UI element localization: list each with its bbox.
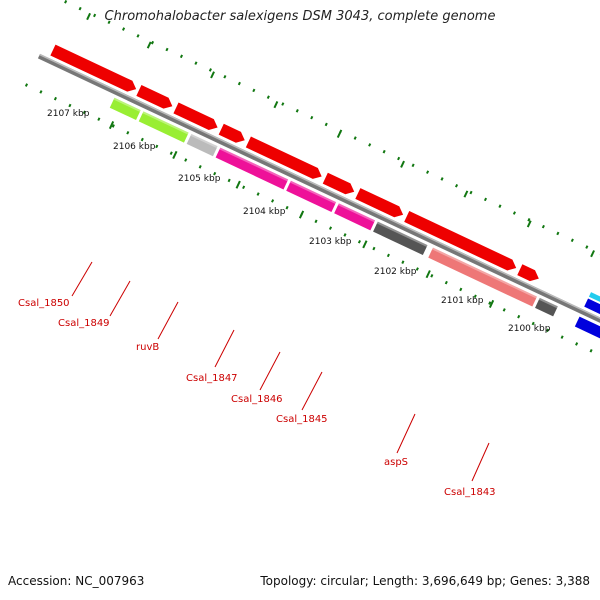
genome-backbone [37,53,600,348]
accession-text: Accession: NC_007963 [8,574,145,588]
gene-block-csal-1846 [334,203,376,231]
gene-block-csal-1845 [373,221,428,256]
gene-label-csal-1846: Csal_1846 [231,394,283,405]
gene-label-csal-1850: Csal_1850 [18,298,70,309]
cds-arrow [517,264,539,282]
tick-label: 2106 kbp [113,142,156,152]
genome-summary-text: Topology: circular; Length: 3,696,649 bp… [260,574,590,588]
tick-label: 2100 kbp [508,324,551,334]
gene-label-asps: aspS [384,457,408,468]
genome-title: Chromohalobacter salexigens DSM 3043, co… [104,9,496,24]
adjacent-genes [574,292,600,361]
gene-block-csal-1847 [286,180,337,213]
gene-block-csal-1843 [535,297,558,317]
gene-label-csal-1843: Csal_1843 [444,487,496,498]
gene-block-csal-1850 [109,97,141,121]
inner-ruler-dots [24,83,600,376]
cds-arrow [355,188,404,218]
tick-label: 2107 kbp [47,109,90,119]
tick-label: 2102 kbp [374,267,417,277]
tick-label: 2104 kbp [243,207,286,217]
outer-major-ticks [86,12,595,258]
gene-block-asps [428,247,538,307]
inner-major-ticks [108,121,495,308]
gene-label-csal-1845: Csal_1845 [276,414,328,425]
gene-label-ruvb: ruvB [136,342,159,353]
gene-block-csal-1849 [138,111,189,143]
tick-label: 2101 kbp [441,296,484,306]
tick-label: 2103 kbp [309,237,352,247]
cds-arrow [218,123,245,143]
cds-arrow [50,44,137,92]
cds-arrow [404,211,517,271]
cds-arrow [136,85,173,109]
gene-label-csal-1849: Csal_1849 [58,318,110,329]
forward-cds-track [50,44,539,282]
cds-arrow [245,136,322,179]
gene-block-gray [186,133,218,157]
cds-arrow [173,102,218,130]
cds-arrow [322,172,355,195]
outer-ruler-dots [64,0,600,293]
tick-label: 2105 kbp [178,174,221,184]
leader-lines [71,261,490,482]
gene-block-ruvb [215,147,289,190]
gene-label-csal-1847: Csal_1847 [186,373,238,384]
reverse-cds-track [109,97,558,317]
